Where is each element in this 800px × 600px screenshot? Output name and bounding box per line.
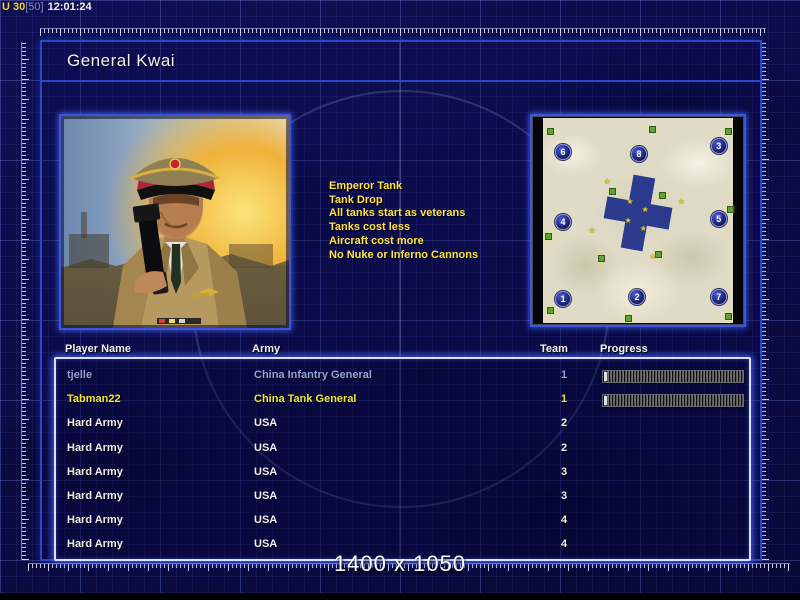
minimap-start-position: 2 [629, 289, 646, 306]
team-cell: 1 [560, 393, 568, 406]
player-name-cell: Hard Army [67, 538, 123, 551]
minimap-supply-marker [544, 232, 552, 240]
title-bar: General Kwai [42, 42, 760, 82]
table-row: Hard Army USA 2 [56, 412, 749, 436]
team-cell: 4 [560, 538, 568, 551]
army-cell: USA [254, 514, 278, 527]
ruler-bottom [28, 563, 790, 571]
player-table-rows: tjelle China Infantry General 1 Tabman22 Chi… [56, 359, 749, 559]
player-name-cell: tjelle [67, 369, 93, 381]
team-cell: 2 [560, 417, 568, 430]
army-cell: China Tank General [254, 393, 357, 406]
minimap-supply-marker [598, 255, 605, 263]
minimap-tech-marker: ★ [641, 205, 649, 215]
player-name-cell: Hard Army [67, 417, 123, 430]
column-header-player-name: Player Name [65, 343, 132, 355]
bonus-line: Tank Drop [329, 193, 383, 206]
minimap-supply-marker [624, 314, 632, 322]
minimap-tech-marker: ★ [639, 223, 647, 233]
table-row: Hard Army USA 2 [56, 437, 749, 461]
minimap-supply-marker [725, 312, 733, 320]
table-row: Hard Army USA 3 [56, 485, 749, 509]
army-cell: USA [254, 441, 278, 454]
minimap-tech-marker: ★ [588, 225, 596, 235]
team-cell: 1 [560, 369, 568, 381]
player-name-cell: Tabman22 [67, 393, 121, 406]
army-cell: USA [254, 538, 278, 551]
minimap-supply-marker [546, 128, 554, 136]
minimap-tech-marker: ★ [626, 197, 634, 207]
player-name-cell: Hard Army [67, 465, 123, 478]
ruler-right [761, 42, 769, 560]
army-cell: USA [254, 465, 278, 478]
minimap-supply-marker [658, 191, 666, 199]
minimap-supply-marker [655, 251, 662, 259]
column-header-progress: Progress [600, 343, 648, 355]
minimap-start-position: 1 [555, 291, 571, 308]
army-cell: USA [254, 489, 278, 502]
player-table: tjelle China Infantry General 1 Tabman22 Chi… [54, 357, 751, 561]
table-row: Hard Army USA 4 [56, 509, 749, 533]
minimap-tech-marker: ★ [677, 197, 685, 207]
ruler-top [40, 28, 766, 36]
minimap-start-position: 6 [555, 143, 571, 160]
minimap-water-cross [603, 174, 673, 252]
minimap-supply-marker [609, 187, 617, 195]
table-row: tjelle China Infantry General 1 [56, 364, 749, 388]
fps-counter: U 30 [2, 1, 26, 13]
bonus-line: All tanks start as veterans [329, 207, 466, 220]
crosshair-vertical-line [399, 40, 401, 560]
minimap-start-position: 4 [555, 213, 571, 230]
bottom-letterbox [0, 593, 800, 600]
column-header-army: Army [252, 343, 281, 355]
ruler-left [21, 42, 29, 560]
general-portrait-art [61, 116, 289, 328]
minimap-box: 6 8 3 4 5 1 2 7 ★ ★ ★ ★ ★ ★ ★ ★ [530, 114, 746, 327]
team-cell: 3 [560, 489, 568, 502]
progress-bar [602, 394, 744, 408]
bonus-line: Aircraft cost more [329, 234, 424, 247]
minimap: 6 8 3 4 5 1 2 7 ★ ★ ★ ★ ★ ★ ★ ★ [543, 118, 735, 323]
page-title: General Kwai [67, 51, 176, 70]
column-header-team: Team [540, 343, 568, 355]
team-cell: 3 [560, 465, 568, 478]
minimap-start-position: 5 [710, 211, 727, 228]
bonus-line: Tanks cost less [329, 221, 411, 234]
progress-bar-lead [604, 396, 607, 406]
minimap-start-position: 3 [710, 137, 727, 154]
resolution-label: 1400 x 1050 [333, 551, 467, 576]
bonus-line: No Nuke or Inferno Cannons [329, 248, 479, 261]
debug-readout: U 30[50] 12:01:24 [2, 1, 92, 13]
table-row: Tabman22 China Tank General 1 [56, 388, 749, 412]
minimap-tech-marker: ★ [603, 176, 611, 186]
team-cell: 4 [560, 514, 568, 527]
table-row: Hard Army USA 4 [56, 533, 749, 557]
minimap-start-position: 8 [631, 145, 647, 162]
general-bonus-list: Emperor Tank Tank Drop All tanks start as … [329, 180, 539, 262]
table-row: Hard Army USA 3 [56, 461, 749, 485]
bonus-line: Emperor Tank [329, 180, 403, 192]
loading-panel: General Kwai [40, 40, 762, 561]
player-name-cell: Hard Army [67, 441, 123, 454]
army-cell: USA [254, 417, 278, 430]
minimap-tech-marker: ★ [649, 252, 657, 262]
progress-bar-lead [604, 372, 607, 381]
general-portrait [59, 114, 291, 330]
minimap-tech-marker: ★ [624, 215, 632, 225]
minimap-supply-marker [727, 206, 735, 214]
minimap-start-position: 7 [710, 289, 727, 306]
minimap-supply-marker [725, 128, 733, 136]
frame-counter: [50] [25, 1, 44, 13]
player-name-cell: Hard Army [67, 514, 123, 527]
progress-bar [602, 370, 744, 383]
clock-readout: 12:01:24 [47, 1, 92, 13]
team-cell: 2 [560, 441, 568, 454]
player-name-cell: Hard Army [67, 489, 123, 502]
minimap-supply-marker [546, 306, 554, 314]
army-cell: China Infantry General [254, 369, 372, 381]
minimap-supply-marker [649, 126, 657, 134]
